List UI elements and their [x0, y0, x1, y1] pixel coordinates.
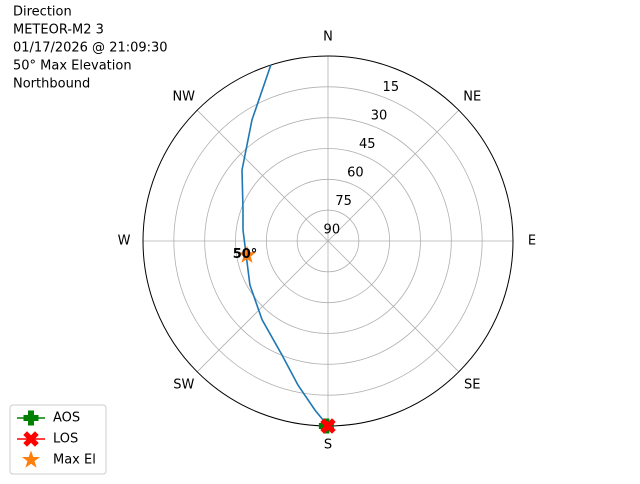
theta-tick-label: N — [323, 30, 333, 45]
grid-ring — [296, 209, 360, 273]
track-line — [241, 64, 329, 427]
r-tick-label: 15 — [383, 80, 400, 95]
legend-marker — [23, 410, 39, 426]
theta-tick-label: NW — [172, 89, 195, 104]
value-label: 50° — [233, 247, 258, 262]
point-marker — [237, 245, 257, 263]
theta-tick-label: SW — [173, 378, 194, 393]
r-tick-label: 30 — [371, 108, 388, 123]
r-tick-label: 45 — [359, 137, 376, 152]
legend-marker — [23, 431, 39, 447]
legend-label: Max El — [53, 453, 96, 468]
legend-label: LOS — [53, 432, 78, 447]
r-tick-label: 75 — [335, 194, 352, 209]
title-line: 50° Max Elevation — [13, 59, 132, 74]
title-line: Direction — [13, 5, 72, 20]
grid-ring — [173, 86, 483, 396]
r-tick-label: 60 — [347, 165, 364, 180]
legend-label: AOS — [53, 411, 80, 426]
theta-tick-label: SE — [464, 378, 480, 393]
title-line: 01/17/2026 @ 21:09:30 — [13, 41, 168, 56]
grid-ring — [204, 117, 452, 365]
grid-ring — [235, 148, 421, 334]
title-line: METEOR-M2 3 — [13, 23, 104, 38]
grid-ring — [265, 178, 391, 304]
theta-tick-label: S — [324, 438, 332, 453]
point-marker — [320, 418, 336, 434]
theta-tick-label: E — [528, 234, 536, 249]
legend-marker — [21, 450, 41, 468]
theta-tick-label: NE — [463, 89, 481, 104]
r-tick-label: 90 — [324, 222, 341, 237]
theta-tick-label: W — [118, 234, 131, 249]
title-line: Northbound — [13, 77, 90, 92]
